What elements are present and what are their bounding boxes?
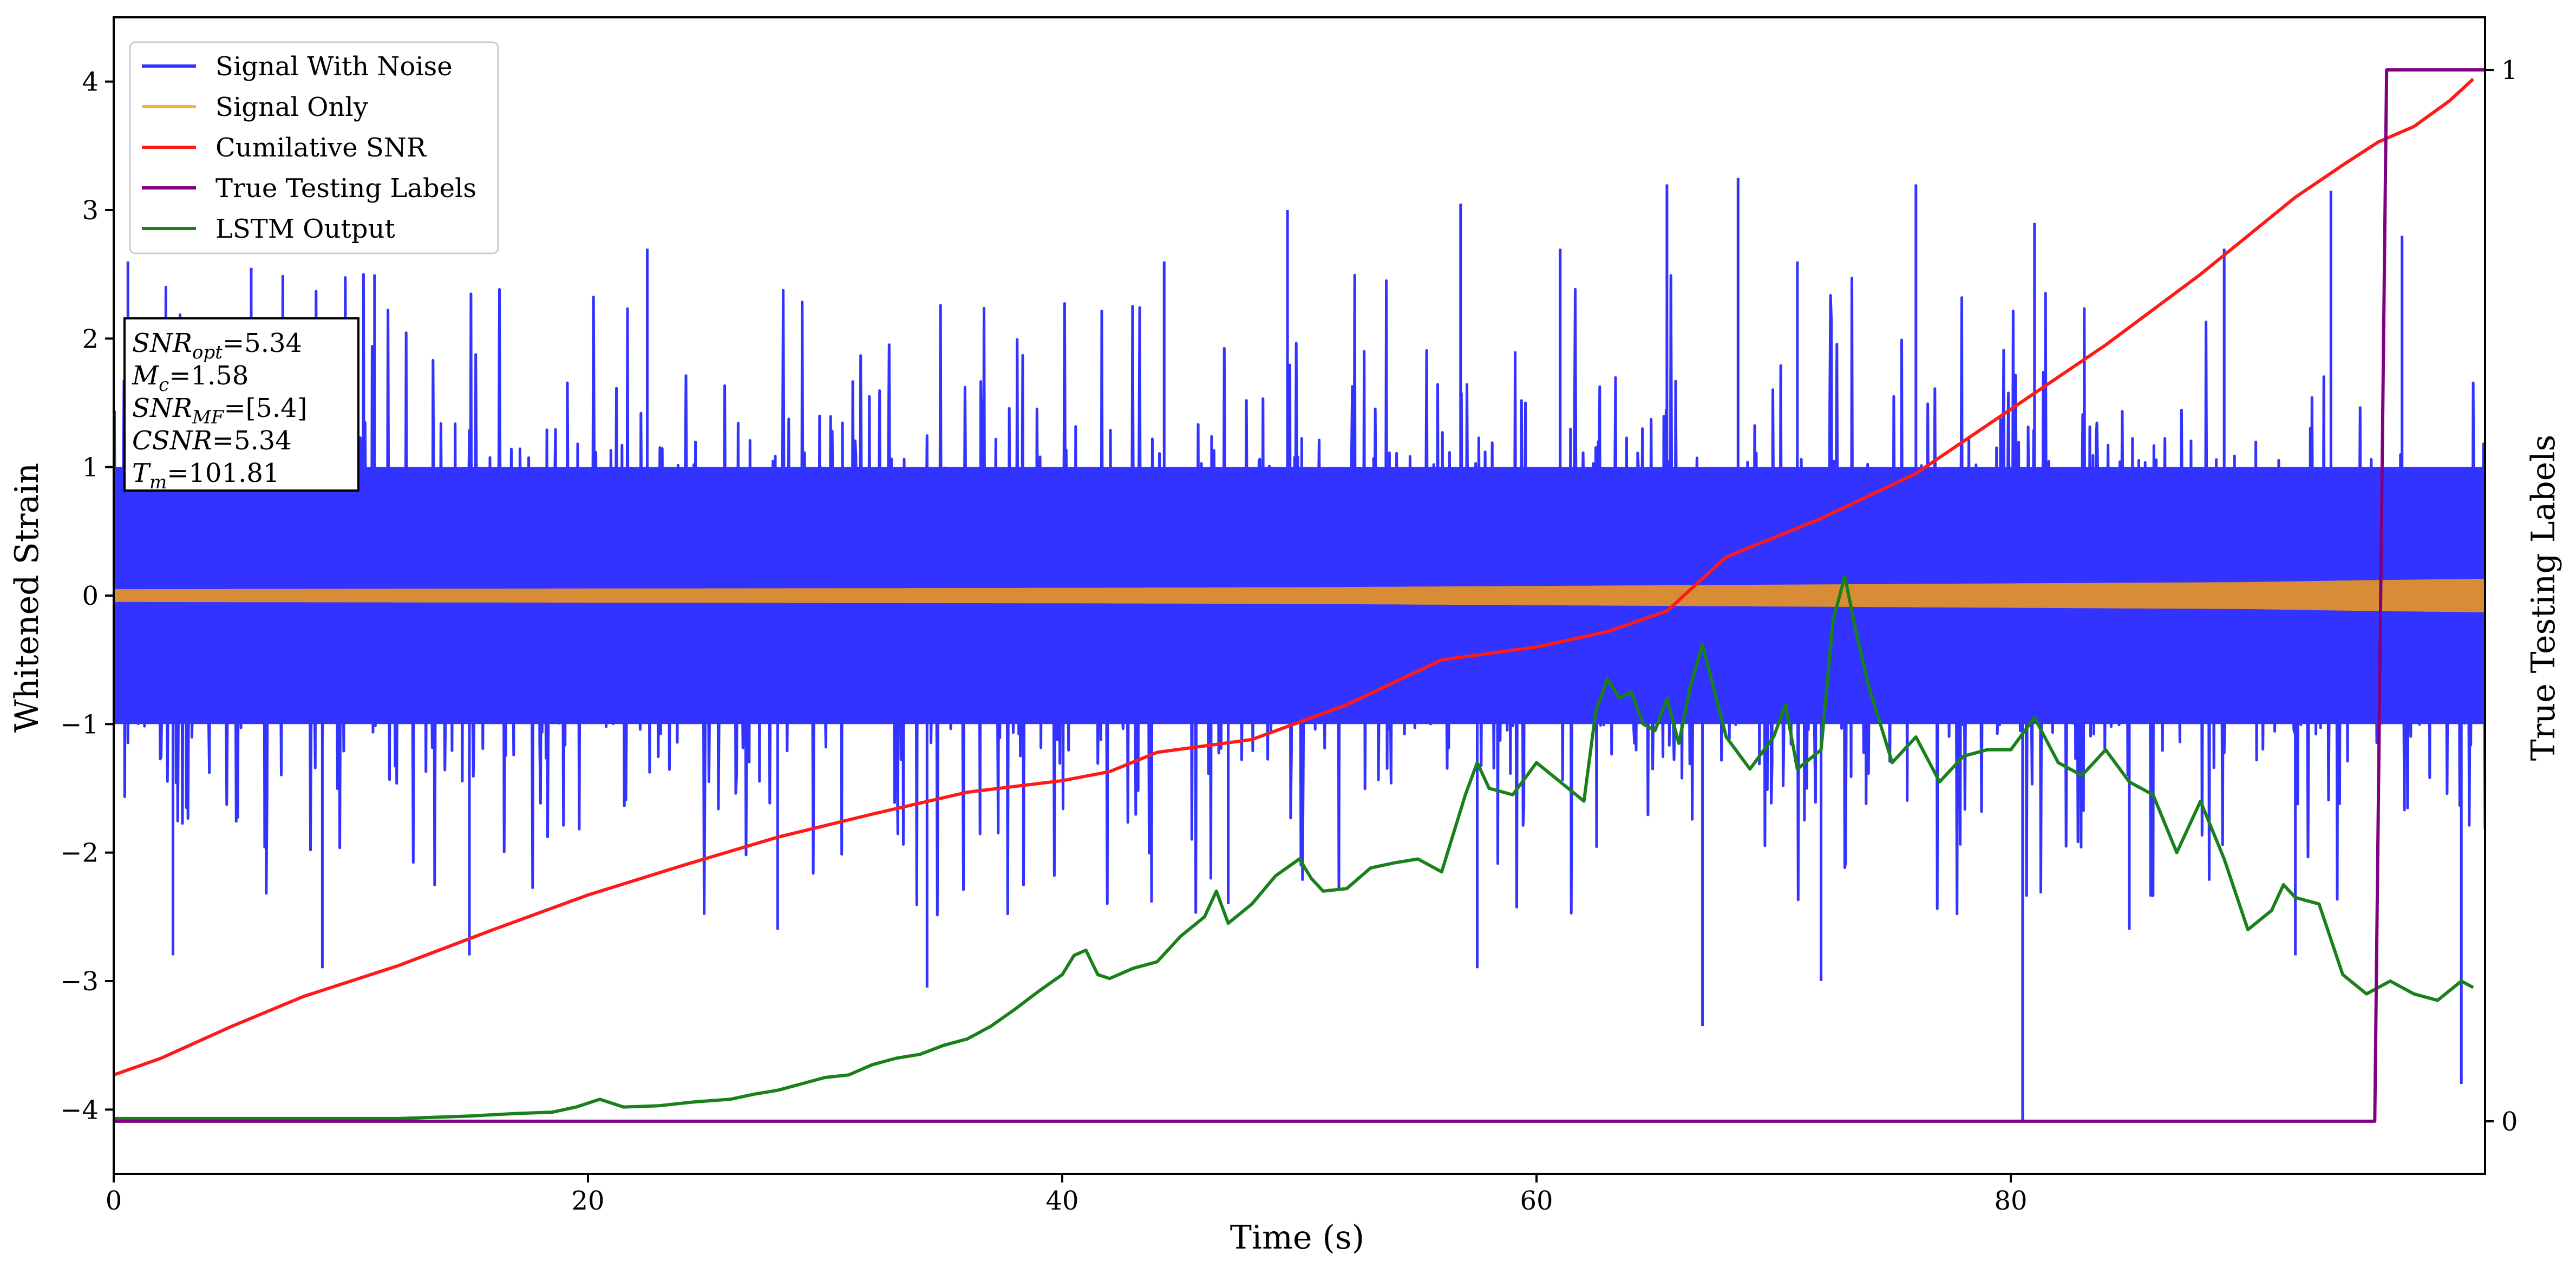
y-tick-label: 4 xyxy=(82,67,99,97)
annotation-line: SNRMF=[5.4] xyxy=(132,393,307,428)
x-tick-label: 0 xyxy=(106,1186,122,1216)
annotation-symbol: SNR xyxy=(132,328,192,358)
annotation-value: =[5.4] xyxy=(224,393,307,423)
y2-tick-label: 0 xyxy=(2501,1107,2518,1137)
y-axis-label: Whitened Strain xyxy=(8,463,46,733)
annotation-subscript: opt xyxy=(192,342,223,363)
annotation-symbol: SNR xyxy=(132,393,192,423)
legend-entry: Signal Only xyxy=(215,92,368,122)
y2-axis-label: True Testing Labels xyxy=(2525,435,2562,761)
legend: Signal With Noise Signal Only Cumilative S… xyxy=(129,41,499,254)
annotation-line: CSNR=5.34 xyxy=(132,426,292,456)
x-tick-label: 20 xyxy=(571,1186,604,1216)
legend-entry: Signal With Noise xyxy=(215,51,453,82)
series-layer xyxy=(114,68,2485,1123)
x-axis-label: Time (s) xyxy=(1230,1219,1364,1257)
annotation-symbol: T xyxy=(132,458,151,488)
annotation-value: =101.81 xyxy=(167,458,279,488)
annotation-subscript: MF xyxy=(192,407,225,428)
legend-box xyxy=(129,41,499,254)
annotation-value: =1.58 xyxy=(169,361,249,391)
annotation-line: SNRopt=5.34 xyxy=(132,328,302,363)
series-true-testing-labels xyxy=(114,68,2485,1123)
series-signal-only xyxy=(114,579,2485,612)
annotation-box xyxy=(123,317,359,492)
y-tick-label: 1 xyxy=(82,453,99,483)
annotation-line: Tm=101.81 xyxy=(132,458,279,493)
x-tick-label: 40 xyxy=(1045,1186,1078,1216)
parameter-annotation: SNRopt=5.34Mc=1.58SNRMF=[5.4]CSNR=5.34Tm… xyxy=(123,317,359,493)
x-tick-label: 60 xyxy=(1520,1186,1553,1216)
y2-tick-label: 1 xyxy=(2501,55,2518,86)
annotation-value: =5.34 xyxy=(223,328,302,358)
plot-area xyxy=(114,68,2485,1123)
annotation-symbol: M xyxy=(132,361,160,391)
annotation-subscript: c xyxy=(159,374,169,396)
y-tick-label: −4 xyxy=(60,1095,99,1125)
series-lstm-output xyxy=(114,574,2474,1120)
x-tick-label: 80 xyxy=(1994,1186,2027,1216)
legend-entry: True Testing Labels xyxy=(215,173,476,204)
y-tick-label: 3 xyxy=(82,195,99,226)
y-tick-label: 2 xyxy=(82,324,99,354)
annotation-subscript: m xyxy=(149,472,167,493)
annotation-value: =5.34 xyxy=(212,426,292,456)
legend-entry: LSTM Output xyxy=(215,214,395,244)
y-tick-label: 0 xyxy=(82,581,99,611)
y-tick-label: −2 xyxy=(60,838,99,868)
series-cumilative-snr xyxy=(114,77,2475,1077)
annotation-line: Mc=1.58 xyxy=(132,361,249,396)
y-tick-label: −3 xyxy=(60,966,99,997)
annotation-symbol: CSNR xyxy=(132,426,212,456)
y-tick-label: −1 xyxy=(60,709,99,740)
legend-entry: Cumilative SNR xyxy=(215,133,427,163)
